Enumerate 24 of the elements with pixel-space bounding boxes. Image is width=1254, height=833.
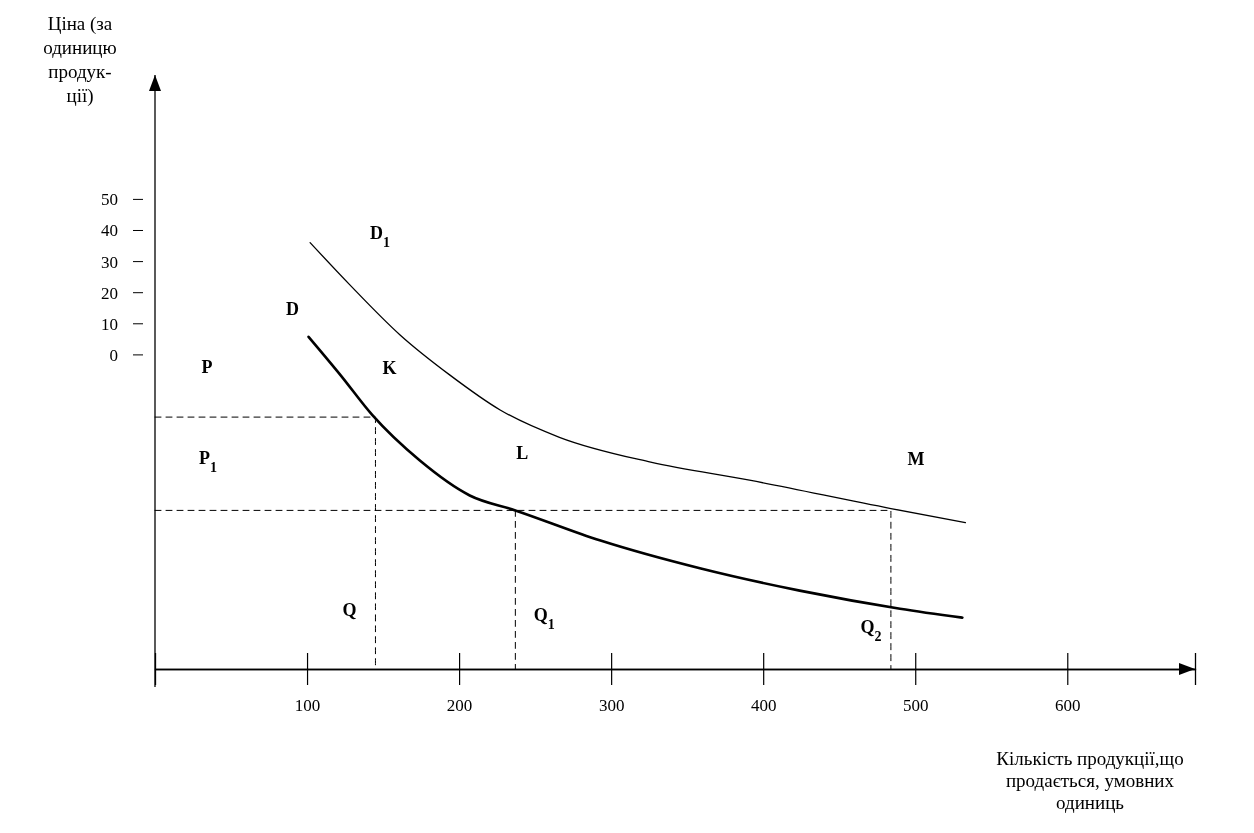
annotation: P$_{1}$	[199, 448, 217, 475]
y-tick-label: 20	[101, 283, 118, 303]
x-tick-label: 600	[1055, 696, 1081, 716]
y-tick-label: 50	[101, 190, 118, 210]
y-tick-label: 40	[101, 221, 118, 241]
annotation: Q$_{2}$	[860, 617, 882, 644]
x-tick-label: 300	[598, 696, 625, 716]
annotation: M	[907, 448, 925, 469]
annotation: L	[516, 442, 529, 463]
y-tick-label: 30	[101, 252, 118, 272]
y-tick-label: 0	[109, 345, 118, 365]
x-tick-label: 200	[446, 696, 473, 716]
x-axis-title: Кількість продукції,що продається, умовних одиниць	[996, 748, 1184, 813]
x-tick-label: 400	[750, 696, 777, 716]
text: D$_{1}$	[370, 222, 391, 250]
y-axis-title: Ціна (за одиницю продук-ції)	[43, 13, 117, 107]
annotation: P	[201, 357, 213, 378]
annotation: Q$_{1}$	[533, 605, 555, 632]
y-tick-label: 10	[101, 314, 118, 334]
x-tick-label: 500	[902, 696, 929, 716]
annotation: K	[382, 358, 397, 379]
series-label: D	[286, 299, 300, 320]
x-tick-label: 100	[294, 696, 321, 716]
annotation: Q	[342, 600, 357, 621]
